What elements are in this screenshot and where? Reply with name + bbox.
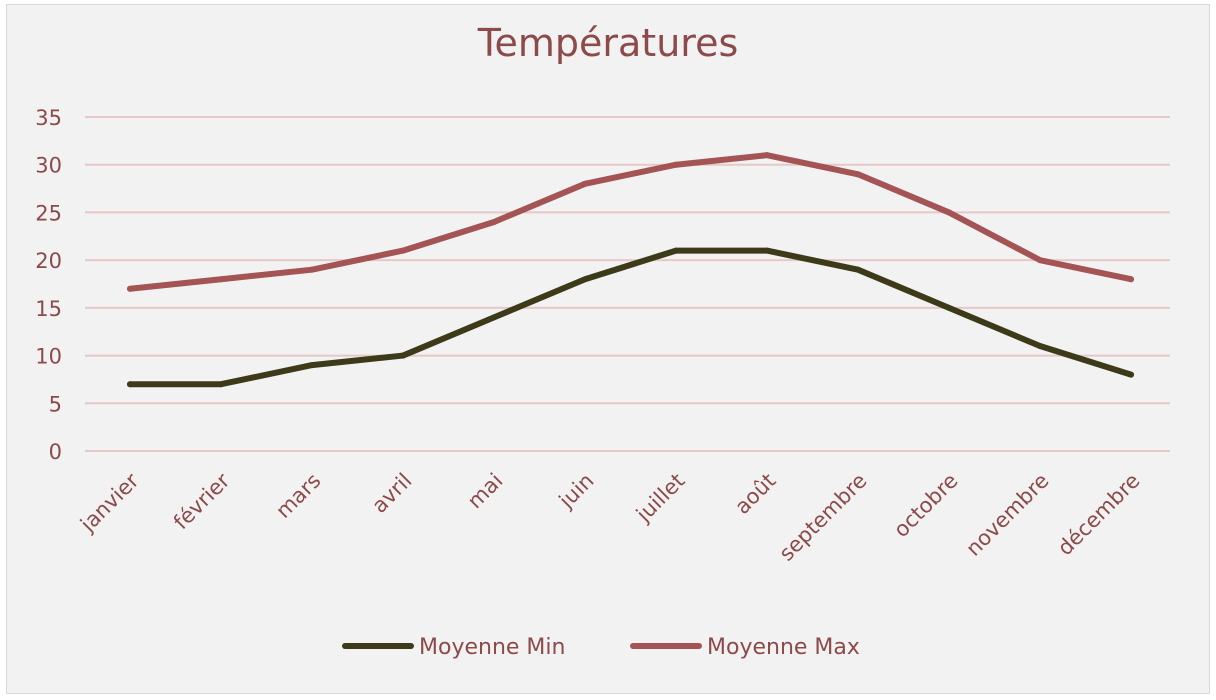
chart-area: [6, 4, 1210, 694]
data-point: [491, 218, 497, 225]
y-tick-label: 10: [35, 345, 62, 369]
legend: Moyenne Min Moyenne Max: [342, 635, 860, 660]
y-tick-label: 15: [35, 297, 62, 321]
x-tick-label: septembre: [774, 469, 871, 566]
data-point: [127, 285, 133, 292]
data-point: [764, 247, 770, 254]
data-point: [673, 161, 679, 168]
x-axis-tick-labels: janvier février mars avril mai juin juillet aoû…: [75, 468, 1144, 565]
data-point: [764, 152, 770, 159]
y-tick-label: 5: [49, 392, 62, 416]
data-point: [1128, 371, 1134, 378]
data-point: [1128, 276, 1134, 283]
x-tick-label: août: [730, 469, 780, 519]
data-point: [400, 247, 406, 254]
chart-title: Températures: [477, 21, 739, 65]
data-point: [582, 180, 588, 187]
data-point: [309, 266, 315, 273]
data-point: [309, 362, 315, 369]
data-point: [855, 266, 861, 273]
x-tick-label: octobre: [889, 469, 962, 542]
data-point: [127, 381, 133, 388]
x-tick-label: juillet: [631, 469, 690, 528]
data-point: [218, 381, 224, 388]
y-axis-tick-labels: 0 5 10 15 20 25 30 35: [35, 106, 62, 464]
data-point: [946, 209, 952, 216]
legend-label: Moyenne Min: [419, 635, 565, 660]
y-tick-label: 20: [35, 249, 62, 273]
y-tick-label: 30: [35, 154, 62, 178]
data-point: [946, 304, 952, 311]
data-point: [218, 276, 224, 283]
data-point: [1037, 257, 1043, 264]
x-tick-label: novembre: [961, 469, 1053, 561]
series-line-max: [127, 152, 1134, 292]
series-lines: [127, 152, 1134, 388]
x-tick-label: mars: [271, 469, 325, 523]
x-tick-label: avril: [367, 469, 416, 518]
data-point: [673, 247, 679, 254]
x-tick-label: janvier: [75, 468, 144, 537]
gridlines: [85, 116, 1170, 452]
x-tick-label: décembre: [1053, 469, 1145, 561]
x-tick-label: juin: [554, 469, 599, 514]
legend-label: Moyenne Max: [707, 635, 860, 660]
y-tick-label: 25: [35, 201, 62, 225]
series-line-min: [127, 247, 1134, 388]
data-point: [491, 314, 497, 321]
x-tick-label: mai: [463, 469, 508, 514]
data-point: [400, 352, 406, 359]
y-tick-label: 35: [35, 106, 62, 130]
y-tick-label: 0: [49, 440, 62, 464]
x-tick-label: février: [169, 468, 235, 534]
data-point: [582, 276, 588, 283]
data-point: [1037, 343, 1043, 350]
data-point: [855, 171, 861, 178]
